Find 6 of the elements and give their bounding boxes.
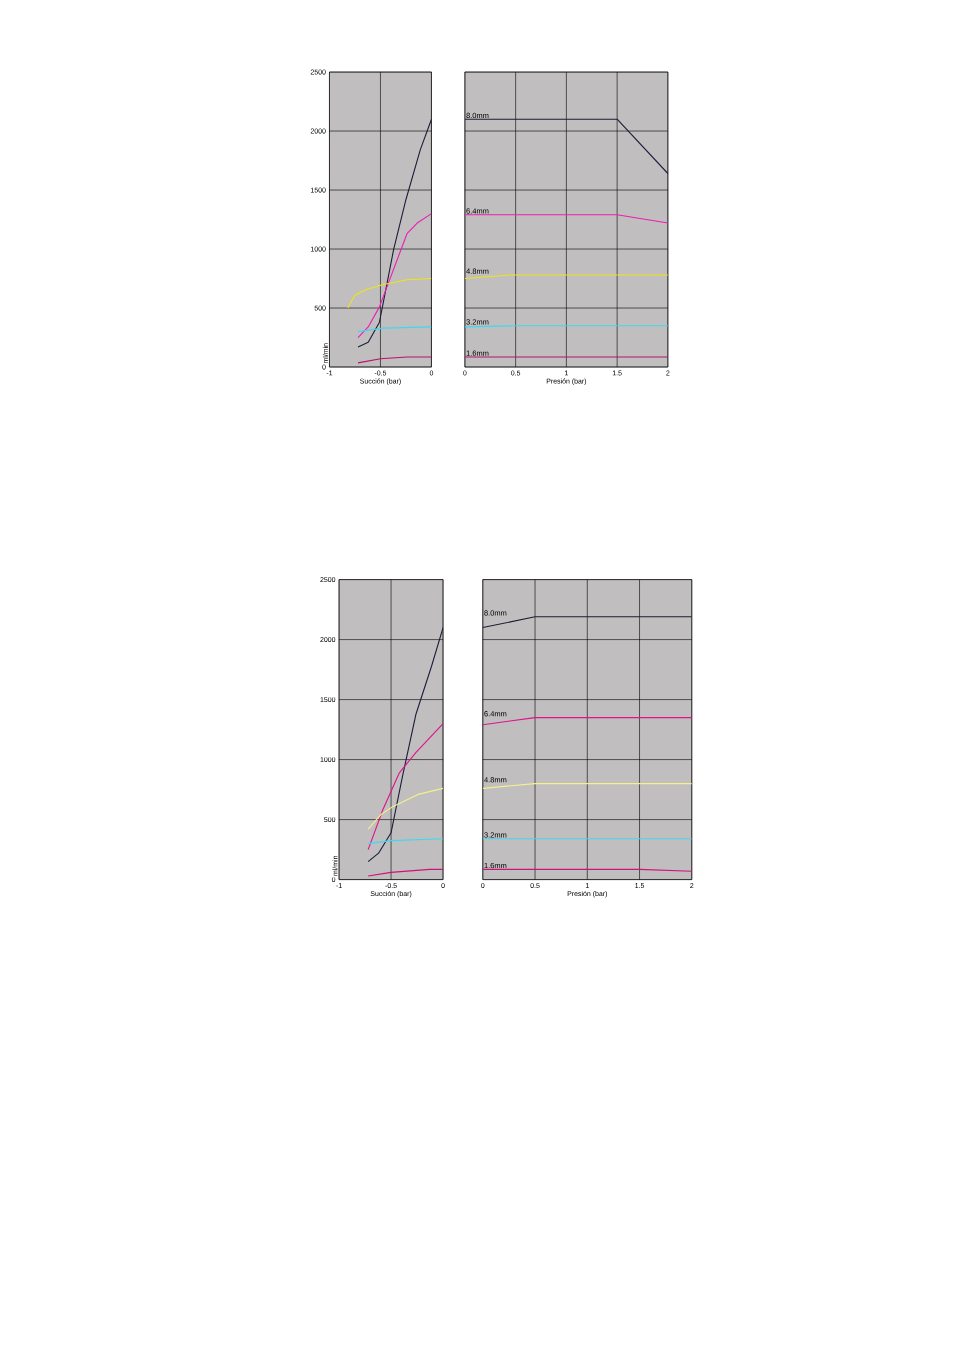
line-series xyxy=(367,723,444,851)
line-series xyxy=(357,118,432,348)
line-series xyxy=(367,787,444,830)
line-series xyxy=(347,277,432,309)
line-series xyxy=(357,213,432,339)
line-series xyxy=(367,627,444,863)
